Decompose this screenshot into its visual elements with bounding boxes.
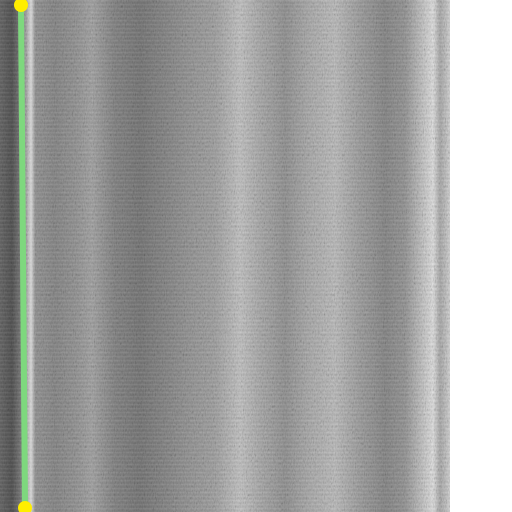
edge-highlight	[27, 0, 35, 512]
top-handle[interactable]	[14, 0, 28, 12]
bottom-handle[interactable]	[18, 501, 32, 512]
measurement-line[interactable]	[18, 2, 28, 511]
surface-noise	[0, 0, 450, 512]
scanline-texture	[0, 0, 450, 512]
